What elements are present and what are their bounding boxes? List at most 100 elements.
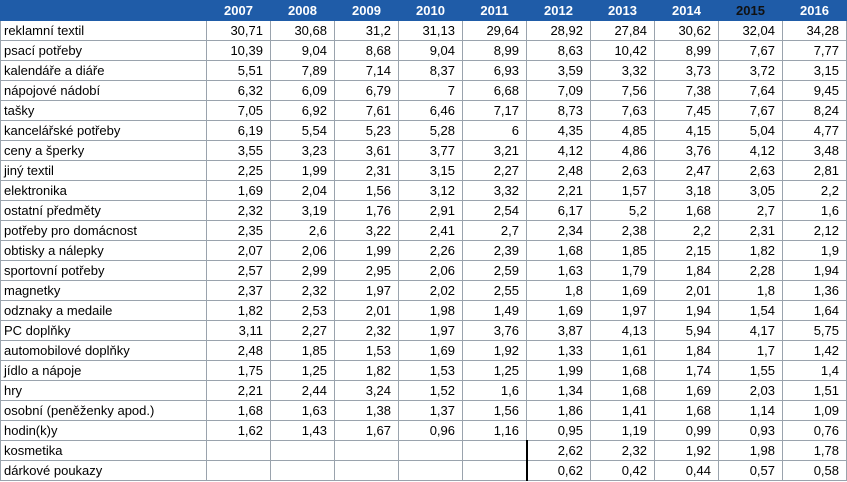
value-cell-2008[interactable]: 2,04 — [270, 180, 335, 201]
value-cell-2009[interactable]: 31,2 — [334, 20, 399, 41]
value-cell-2008[interactable] — [270, 460, 335, 481]
value-cell-2016[interactable]: 9,45 — [782, 80, 847, 101]
year-header-2008[interactable]: 2008 — [270, 0, 335, 21]
year-header-2015[interactable]: 2015 — [718, 0, 783, 21]
value-cell-2010[interactable]: 2,26 — [398, 240, 463, 261]
value-cell-2012[interactable]: 4,35 — [526, 120, 591, 141]
value-cell-2015[interactable]: 2,03 — [718, 380, 783, 401]
value-cell-2007[interactable]: 7,05 — [206, 100, 271, 121]
value-cell-2013[interactable]: 1,68 — [590, 360, 655, 381]
value-cell-2011[interactable]: 6 — [462, 120, 527, 141]
value-cell-2013[interactable]: 27,84 — [590, 20, 655, 41]
value-cell-2008[interactable]: 30,68 — [270, 20, 335, 41]
row-label-cell[interactable]: obtisky a nálepky — [0, 240, 207, 261]
row-label-cell[interactable]: ceny a šperky — [0, 140, 207, 161]
row-label-cell[interactable]: kosmetika — [0, 440, 207, 461]
value-cell-2010[interactable]: 2,02 — [398, 280, 463, 301]
value-cell-2008[interactable]: 5,54 — [270, 120, 335, 141]
value-cell-2008[interactable]: 2,99 — [270, 260, 335, 281]
value-cell-2007[interactable]: 2,57 — [206, 260, 271, 281]
value-cell-2013[interactable]: 2,38 — [590, 220, 655, 241]
value-cell-2012[interactable]: 1,8 — [526, 280, 591, 301]
value-cell-2014[interactable]: 5,94 — [654, 320, 719, 341]
value-cell-2009[interactable]: 2,31 — [334, 160, 399, 181]
value-cell-2011[interactable]: 3,32 — [462, 180, 527, 201]
value-cell-2010[interactable]: 3,77 — [398, 140, 463, 161]
value-cell-2015[interactable]: 4,12 — [718, 140, 783, 161]
value-cell-2011[interactable]: 2,27 — [462, 160, 527, 181]
row-label-cell[interactable]: psací potřeby — [0, 40, 207, 61]
value-cell-2016[interactable]: 0,76 — [782, 420, 847, 441]
row-label-cell[interactable]: potřeby pro domácnost — [0, 220, 207, 241]
value-cell-2015[interactable]: 7,67 — [718, 40, 783, 61]
value-cell-2016[interactable]: 1,64 — [782, 300, 847, 321]
value-cell-2016[interactable]: 2,2 — [782, 180, 847, 201]
value-cell-2016[interactable]: 34,28 — [782, 20, 847, 41]
value-cell-2007[interactable]: 3,55 — [206, 140, 271, 161]
value-cell-2012[interactable]: 1,33 — [526, 340, 591, 361]
value-cell-2012[interactable]: 1,34 — [526, 380, 591, 401]
year-header-2014[interactable]: 2014 — [654, 0, 719, 21]
value-cell-2012[interactable]: 6,17 — [526, 200, 591, 221]
value-cell-2015[interactable]: 2,7 — [718, 200, 783, 221]
value-cell-2013[interactable]: 7,56 — [590, 80, 655, 101]
row-label-cell[interactable]: osobní (peněženky apod.) — [0, 400, 207, 421]
value-cell-2014[interactable]: 0,44 — [654, 460, 719, 481]
value-cell-2013[interactable]: 1,69 — [590, 280, 655, 301]
row-label-cell[interactable]: elektronika — [0, 180, 207, 201]
value-cell-2015[interactable]: 1,82 — [718, 240, 783, 261]
value-cell-2014[interactable]: 1,74 — [654, 360, 719, 381]
value-cell-2008[interactable]: 2,53 — [270, 300, 335, 321]
value-cell-2012[interactable]: 2,62 — [525, 440, 591, 461]
value-cell-2014[interactable]: 1,68 — [654, 400, 719, 421]
value-cell-2016[interactable]: 3,15 — [782, 60, 847, 81]
value-cell-2014[interactable]: 30,62 — [654, 20, 719, 41]
value-cell-2007[interactable]: 6,19 — [206, 120, 271, 141]
value-cell-2016[interactable]: 2,81 — [782, 160, 847, 181]
value-cell-2013[interactable]: 10,42 — [590, 40, 655, 61]
value-cell-2009[interactable]: 6,79 — [334, 80, 399, 101]
value-cell-2014[interactable]: 2,47 — [654, 160, 719, 181]
value-cell-2011[interactable]: 3,76 — [462, 320, 527, 341]
value-cell-2014[interactable]: 1,94 — [654, 300, 719, 321]
value-cell-2015[interactable]: 3,05 — [718, 180, 783, 201]
value-cell-2007[interactable]: 2,21 — [206, 380, 271, 401]
value-cell-2008[interactable]: 1,85 — [270, 340, 335, 361]
value-cell-2011[interactable]: 8,99 — [462, 40, 527, 61]
value-cell-2016[interactable]: 7,77 — [782, 40, 847, 61]
value-cell-2014[interactable]: 8,99 — [654, 40, 719, 61]
row-label-cell[interactable]: magnetky — [0, 280, 207, 301]
value-cell-2015[interactable]: 0,57 — [718, 460, 783, 481]
value-cell-2016[interactable]: 5,75 — [782, 320, 847, 341]
value-cell-2009[interactable]: 1,82 — [334, 360, 399, 381]
value-cell-2012[interactable]: 1,69 — [526, 300, 591, 321]
value-cell-2007[interactable]: 30,71 — [206, 20, 271, 41]
value-cell-2009[interactable]: 1,38 — [334, 400, 399, 421]
value-cell-2014[interactable]: 7,45 — [654, 100, 719, 121]
value-cell-2015[interactable]: 32,04 — [718, 20, 783, 41]
value-cell-2014[interactable]: 3,73 — [654, 60, 719, 81]
value-cell-2007[interactable]: 1,69 — [206, 180, 271, 201]
value-cell-2011[interactable] — [462, 440, 527, 461]
value-cell-2013[interactable]: 4,85 — [590, 120, 655, 141]
value-cell-2014[interactable]: 7,38 — [654, 80, 719, 101]
row-label-cell[interactable]: jídlo a nápoje — [0, 360, 207, 381]
value-cell-2010[interactable]: 0,96 — [398, 420, 463, 441]
value-cell-2007[interactable] — [206, 440, 271, 461]
value-cell-2012[interactable]: 3,87 — [526, 320, 591, 341]
value-cell-2007[interactable] — [206, 460, 271, 481]
value-cell-2007[interactable]: 5,51 — [206, 60, 271, 81]
value-cell-2014[interactable]: 3,18 — [654, 180, 719, 201]
value-cell-2007[interactable]: 1,68 — [206, 400, 271, 421]
value-cell-2008[interactable]: 9,04 — [270, 40, 335, 61]
value-cell-2015[interactable]: 0,93 — [718, 420, 783, 441]
row-label-cell[interactable]: sportovní potřeby — [0, 260, 207, 281]
value-cell-2007[interactable]: 10,39 — [206, 40, 271, 61]
value-cell-2012[interactable]: 1,86 — [526, 400, 591, 421]
value-cell-2011[interactable]: 1,16 — [462, 420, 527, 441]
value-cell-2010[interactable]: 5,28 — [398, 120, 463, 141]
value-cell-2009[interactable]: 3,24 — [334, 380, 399, 401]
value-cell-2008[interactable]: 1,25 — [270, 360, 335, 381]
value-cell-2016[interactable]: 0,58 — [782, 460, 847, 481]
value-cell-2014[interactable]: 2,2 — [654, 220, 719, 241]
